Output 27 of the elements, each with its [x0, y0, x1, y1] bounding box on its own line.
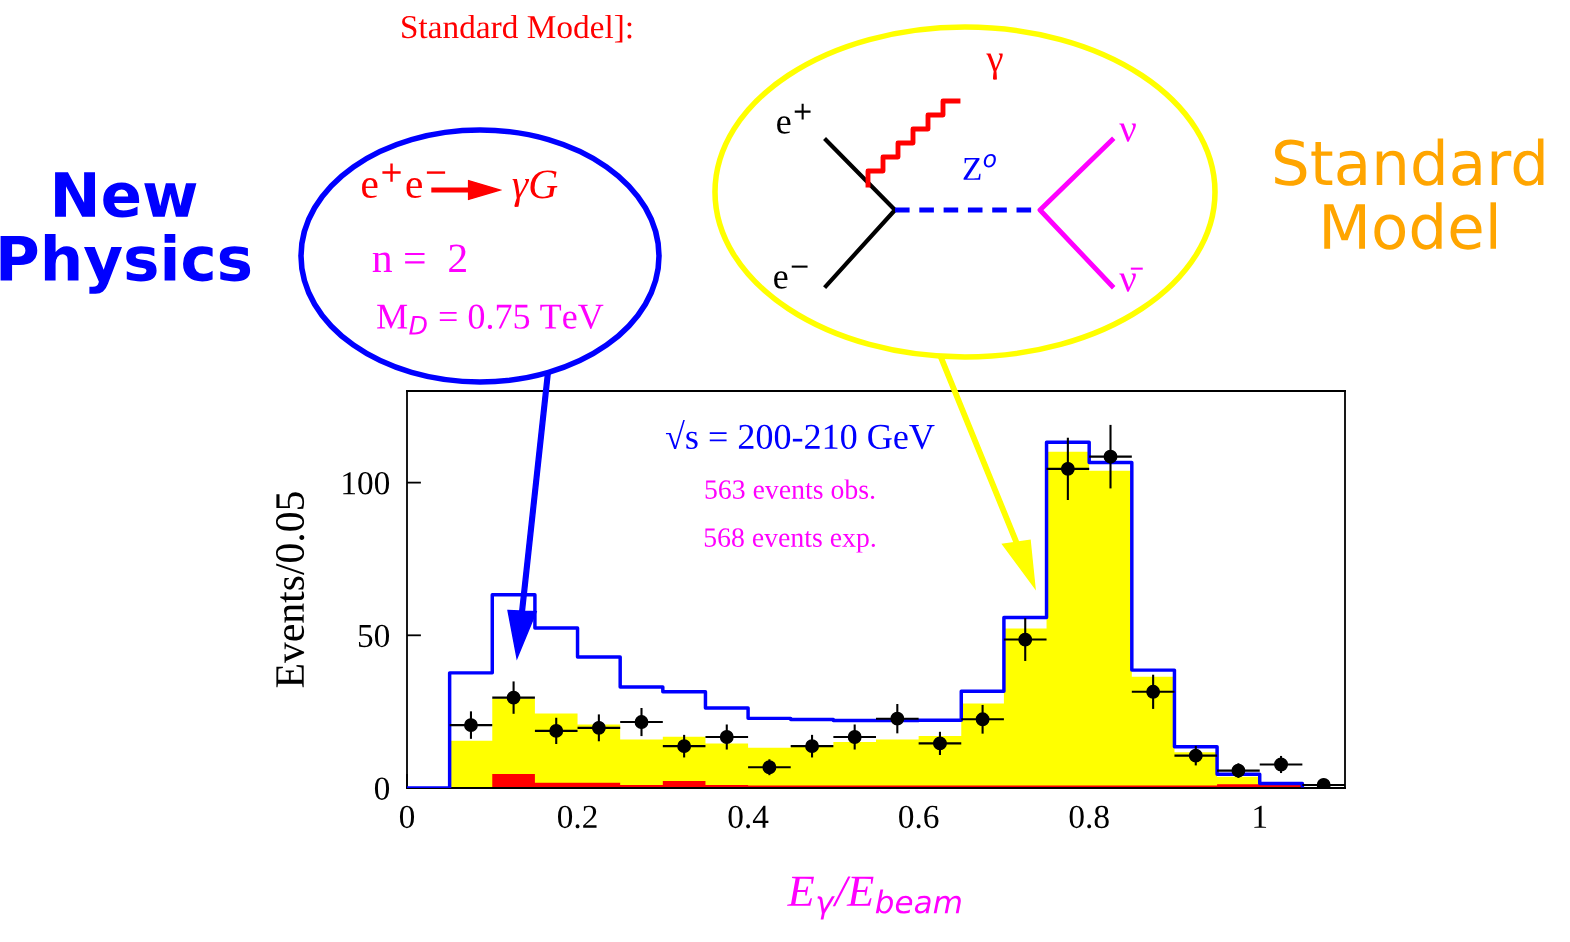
text: M$_{D}$ = 0.75 TeV [377, 304, 604, 335]
text: γG [512, 170, 558, 207]
y-tick-label: 100 [343, 472, 390, 495]
annotation: √s = 200-210 GeV [665, 420, 935, 450]
text: e$^{+}$e$^{−}$ [362, 163, 446, 199]
y-axis-title: Events/0.05 [275, 492, 305, 688]
text: Standard Model [1275, 138, 1544, 250]
text: ν [1119, 123, 1136, 142]
text: γ [986, 53, 1003, 80]
annotation: 568 events exp. [704, 528, 875, 553]
y-tick-label: 50 [358, 624, 390, 648]
annotation: 563 events obs. [705, 479, 875, 500]
x-tick-label: 0.6 [899, 805, 939, 829]
text: New Physics [0, 172, 251, 294]
text: Z$^{o}$ [963, 154, 996, 180]
text: e$^{−}$ [774, 265, 808, 289]
x-tick-label: 0.2 [557, 805, 597, 829]
x-tick-label: 0.8 [1069, 805, 1109, 829]
x-tick-label: 1 [1254, 805, 1267, 828]
y-tick-label: 0 [374, 777, 390, 800]
x-tick-label: 0.4 [728, 805, 769, 829]
text: n = 2 [372, 244, 466, 273]
x-axis-title: E$_{γ}$/E$_{beam}$ [787, 876, 961, 920]
text: e$^{+}$ [777, 103, 811, 134]
text: Standard Model]: [402, 14, 632, 43]
text: ν̄ [1119, 267, 1143, 292]
x-tick-label: 0 [399, 805, 415, 829]
